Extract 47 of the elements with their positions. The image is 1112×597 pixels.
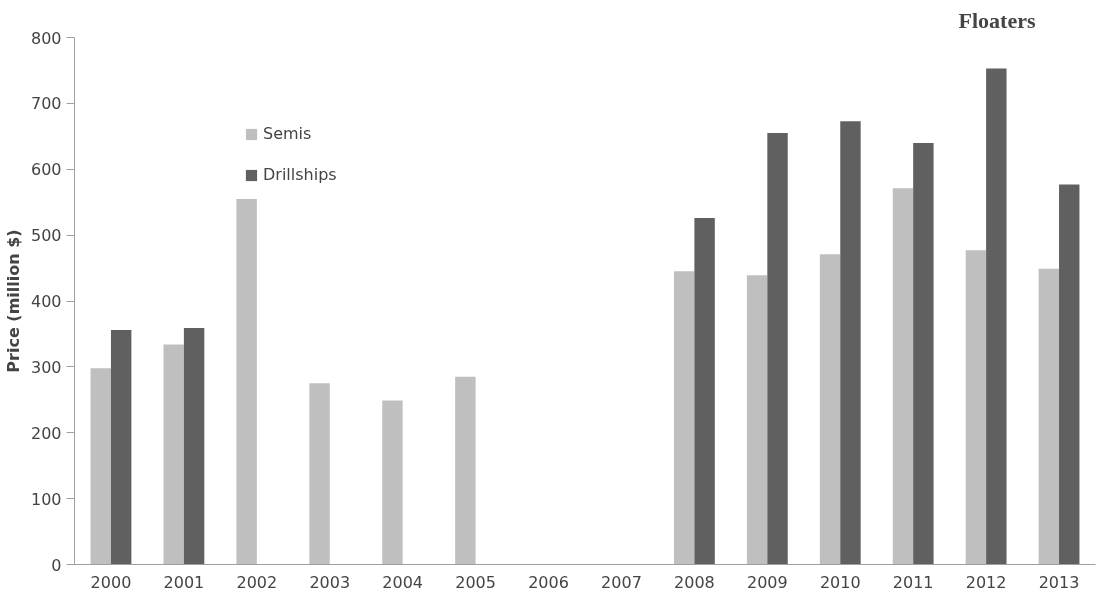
bar (110, 329, 132, 565)
bar (913, 142, 934, 565)
bar (309, 383, 330, 565)
bar (1038, 268, 1060, 565)
y-tick-label: 0 (51, 555, 62, 575)
bar (90, 368, 111, 565)
bar (455, 376, 476, 565)
x-tick-label: 2004 (382, 572, 424, 592)
bar (382, 400, 403, 565)
y-tick-label: 500 (30, 226, 62, 246)
y-axis-title: Price (million $) (3, 229, 23, 373)
y-tick-label: 700 (30, 94, 62, 114)
bar (236, 198, 257, 565)
y-tick-label: 200 (30, 423, 62, 443)
x-tick-label: 2008 (674, 572, 715, 592)
x-tick-label: 2009 (746, 572, 788, 592)
y-tick-label: 800 (30, 28, 62, 48)
y-tick-label: 300 (30, 357, 62, 377)
bar (819, 254, 841, 565)
x-tick-label: 2000 (90, 572, 132, 592)
y-tick-label: 600 (30, 160, 62, 180)
bar (840, 121, 861, 565)
x-tick-label: 2001 (163, 572, 205, 592)
bar (986, 68, 1007, 565)
x-tick-label: 2005 (455, 572, 496, 592)
bar (892, 188, 914, 565)
y-tick-label: 400 (30, 292, 62, 311)
legend-label: Semis (263, 124, 312, 143)
bar (767, 133, 788, 565)
bar (694, 218, 715, 565)
legend-label: Drillships (263, 165, 337, 184)
bar (965, 250, 987, 565)
bar (183, 328, 205, 565)
y-tick-label: 100 (30, 489, 62, 509)
x-tick-label: 2002 (236, 572, 278, 592)
bar (163, 344, 184, 565)
x-tick-label: 2007 (601, 572, 642, 592)
bar (1059, 184, 1080, 565)
chart-title: Floaters (958, 7, 1036, 33)
bar (673, 271, 695, 565)
x-tick-label: 2011 (892, 572, 934, 592)
x-tick-label: 2012 (965, 572, 1007, 592)
x-tick-label: 2003 (309, 572, 351, 592)
x-tick-label: 2010 (819, 572, 861, 592)
x-tick-label: 2013 (1038, 572, 1080, 592)
bar (746, 275, 768, 565)
x-tick-label: 2006 (528, 572, 569, 592)
